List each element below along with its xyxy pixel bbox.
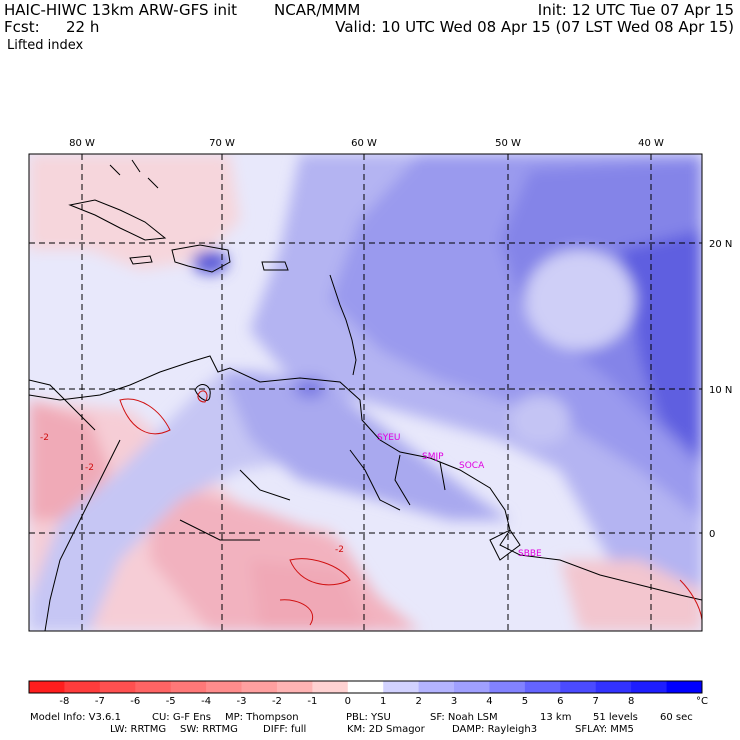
- colorbar-swatch: [454, 681, 490, 693]
- colorbar-tick-label: -5: [166, 696, 176, 707]
- colorbar-tick-label: -1: [307, 696, 317, 707]
- colorbar-tick-label: 3: [451, 696, 457, 707]
- colorbar: -8 -7 -6 -5 -4 -3 -2 -1 0 1 2 3 4 5 6 7 8 °C: [28, 680, 708, 707]
- central-america-coast: [29, 379, 96, 431]
- organization: NCAR/MMM: [274, 1, 361, 19]
- lon-label-40w: 40 W: [638, 138, 664, 149]
- colorbar-swatch: [666, 681, 703, 693]
- puerto-rico-outline: [261, 261, 289, 271]
- colorbar-tick-label: -2: [272, 696, 282, 707]
- forecast-label: Fcst:: [4, 18, 40, 36]
- colorbar-swatch: [631, 681, 668, 693]
- graticule: [29, 154, 702, 631]
- contour-label: -2: [85, 463, 94, 473]
- model-title: HAIC-HIWC 13km ARW-GFS init: [4, 1, 238, 19]
- colorbar-swatch: [312, 681, 349, 693]
- colorbar-swatch: [241, 681, 278, 693]
- lon-label-80w: 80 W: [69, 138, 95, 149]
- station-soca: SOCA: [459, 461, 485, 471]
- borders: [179, 449, 446, 541]
- colorbar-tick-label: -8: [59, 696, 69, 707]
- colorbar-tick-label: -6: [130, 696, 140, 707]
- south-america-coast: [29, 355, 702, 601]
- footer-levels: 51 levels: [593, 712, 638, 723]
- colorbar-tick-label: 6: [557, 696, 563, 707]
- colorbar-tick-label: 2: [415, 696, 421, 707]
- colorbar-swatch: [418, 681, 455, 693]
- colorbar-swatch: [560, 681, 597, 693]
- colorbar-swatch: [347, 681, 384, 693]
- footer-lw: LW: RRTMG: [110, 724, 167, 735]
- lat-label-0: 0: [709, 529, 715, 540]
- footer-sflay: SFLAY: MM5: [575, 724, 634, 735]
- footer-resolution: 13 km: [540, 712, 572, 723]
- lat-label-10n: 10 N: [709, 385, 732, 396]
- footer-model-info: Model Info: V3.6.1: [30, 712, 121, 723]
- bahamas-outline: [109, 159, 159, 189]
- colorbar-tick-label: 0: [345, 696, 351, 707]
- colorbar-swatch: [383, 681, 420, 693]
- lon-label-60w: 60 W: [351, 138, 377, 149]
- lon-label-70w: 70 W: [209, 138, 235, 149]
- pacific-coast: [44, 439, 121, 631]
- footer-timestep: 60 sec: [660, 712, 693, 723]
- colorbar-swatch: [170, 681, 207, 693]
- footer-pbl: PBL: YSU: [346, 712, 391, 723]
- colorbar-swatch: [99, 681, 136, 693]
- colorbar-swatch: [29, 681, 65, 693]
- colorbar-tick-label: -7: [95, 696, 105, 707]
- valid-time: Valid: 10 UTC Wed 08 Apr 15 (07 LST Wed …: [335, 18, 734, 36]
- init-time: Init: 12 UTC Tue 07 Apr 15: [537, 1, 734, 19]
- footer-diff: DIFF: full: [263, 724, 307, 735]
- maracaibo: [194, 384, 211, 401]
- colorbar-tick-label: -4: [201, 696, 211, 707]
- cuba-outline: [68, 199, 167, 241]
- colorbar-frame: [28, 680, 703, 694]
- colorbar-swatch: [489, 681, 526, 693]
- footer-damp: DAMP: Rayleigh3: [452, 724, 538, 735]
- colorbar-tick-label: 5: [522, 696, 528, 707]
- colorbar-swatch: [524, 681, 561, 693]
- footer-sf: SF: Noah LSM: [430, 712, 498, 723]
- colorbar-swatch: [276, 681, 313, 693]
- field-name: Lifted index: [7, 38, 84, 53]
- forecast-hours: 22 h: [66, 18, 100, 36]
- map-frame: [28, 153, 703, 632]
- colorbar-tick-label: 4: [486, 696, 492, 707]
- colorbar-tick-label: -3: [237, 696, 247, 707]
- colorbar-swatch: [135, 681, 172, 693]
- station-syeu: SYEU: [377, 433, 400, 443]
- color-field: [29, 154, 702, 631]
- footer-km: KM: 2D Smagor: [347, 724, 425, 735]
- lesser-antilles: [329, 274, 357, 376]
- jamaica-outline: [129, 255, 153, 265]
- hispaniola-outline: [171, 244, 231, 273]
- station-smjp: SMJP: [422, 452, 444, 462]
- colorbar-swatch: [206, 681, 243, 693]
- footer-mp: MP: Thompson: [225, 712, 299, 723]
- colorbar-tick-label: 8: [628, 696, 634, 707]
- lat-label-20n: 20 N: [709, 239, 732, 250]
- station-sbbe: SBBE: [518, 549, 542, 559]
- lon-label-50w: 50 W: [495, 138, 521, 149]
- footer-sw: SW: RRTMG: [180, 724, 238, 735]
- contour-label: -2: [335, 545, 344, 555]
- colorbar-tick-label: 1: [380, 696, 386, 707]
- colorbar-swatch: [64, 681, 101, 693]
- coastlines: [29, 159, 702, 631]
- colorbar-tick-label: 7: [593, 696, 599, 707]
- colorbar-swatch: [595, 681, 632, 693]
- colorbar-unit: °C: [696, 696, 708, 707]
- footer-cu: CU: G-F Ens: [152, 712, 212, 723]
- contour-label: -2: [40, 433, 49, 443]
- contours: [119, 390, 702, 626]
